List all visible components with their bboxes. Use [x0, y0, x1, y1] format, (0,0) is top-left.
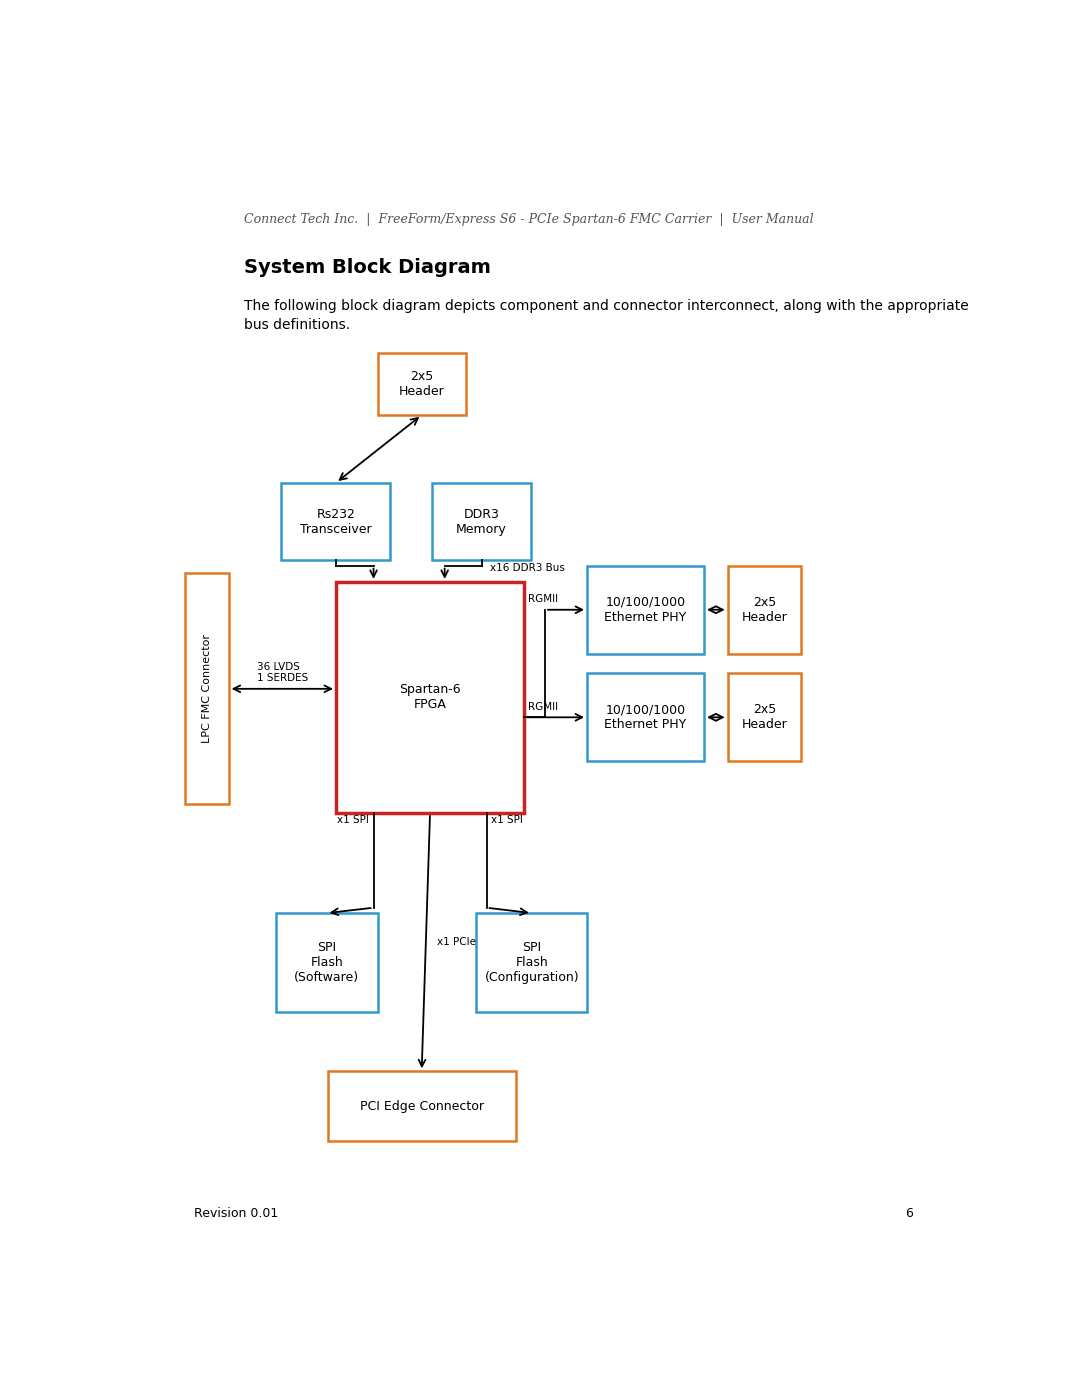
Text: Spartan-6
FPGA: Spartan-6 FPGA [400, 683, 461, 711]
Text: x1 SPI: x1 SPI [337, 816, 369, 826]
Text: 2x5
Header: 2x5 Header [742, 595, 787, 623]
Text: Revision 0.01: Revision 0.01 [193, 1207, 278, 1220]
Text: Rs232
Transceiver: Rs232 Transceiver [300, 507, 372, 535]
Bar [327, 1071, 516, 1141]
Text: x16 DDR3 Bus: x16 DDR3 Bus [490, 563, 565, 574]
Bar [588, 673, 704, 761]
Bar [378, 352, 465, 415]
Text: SPI
Flash
(Software): SPI Flash (Software) [294, 942, 360, 983]
Bar [728, 566, 801, 654]
Text: 2x5
Header: 2x5 Header [399, 370, 445, 398]
Text: x1 SPI: x1 SPI [490, 816, 523, 826]
Bar [282, 483, 390, 560]
Text: PCI Edge Connector: PCI Edge Connector [360, 1099, 484, 1112]
Text: 2x5
Header: 2x5 Header [742, 703, 787, 731]
Bar [186, 573, 229, 805]
Text: 10/100/1000
Ethernet PHY: 10/100/1000 Ethernet PHY [605, 703, 687, 731]
Bar [728, 673, 801, 761]
Text: x1 PCIe: x1 PCIe [436, 937, 475, 947]
Text: RGMII: RGMII [528, 701, 558, 712]
Text: DDR3
Memory: DDR3 Memory [456, 507, 507, 535]
Text: 6: 6 [905, 1207, 914, 1220]
Bar [588, 566, 704, 654]
Bar [432, 483, 531, 560]
Text: SPI
Flash
(Configuration): SPI Flash (Configuration) [485, 942, 579, 983]
Text: System Block Diagram: System Block Diagram [244, 258, 490, 277]
Bar [336, 581, 524, 813]
Text: RGMII: RGMII [528, 594, 558, 605]
Text: 36 LVDS
1 SERDES: 36 LVDS 1 SERDES [257, 662, 308, 683]
Bar [275, 914, 378, 1011]
Text: 10/100/1000
Ethernet PHY: 10/100/1000 Ethernet PHY [605, 595, 687, 623]
Text: Connect Tech Inc.  |  FreeForm/Express S6 - PCIe Spartan-6 FMC Carrier  |  User : Connect Tech Inc. | FreeForm/Express S6 … [244, 212, 813, 226]
Bar [476, 914, 588, 1011]
Text: LPC FMC Connector: LPC FMC Connector [202, 634, 212, 743]
Text: The following block diagram depicts component and connector interconnect, along : The following block diagram depicts comp… [244, 299, 969, 332]
